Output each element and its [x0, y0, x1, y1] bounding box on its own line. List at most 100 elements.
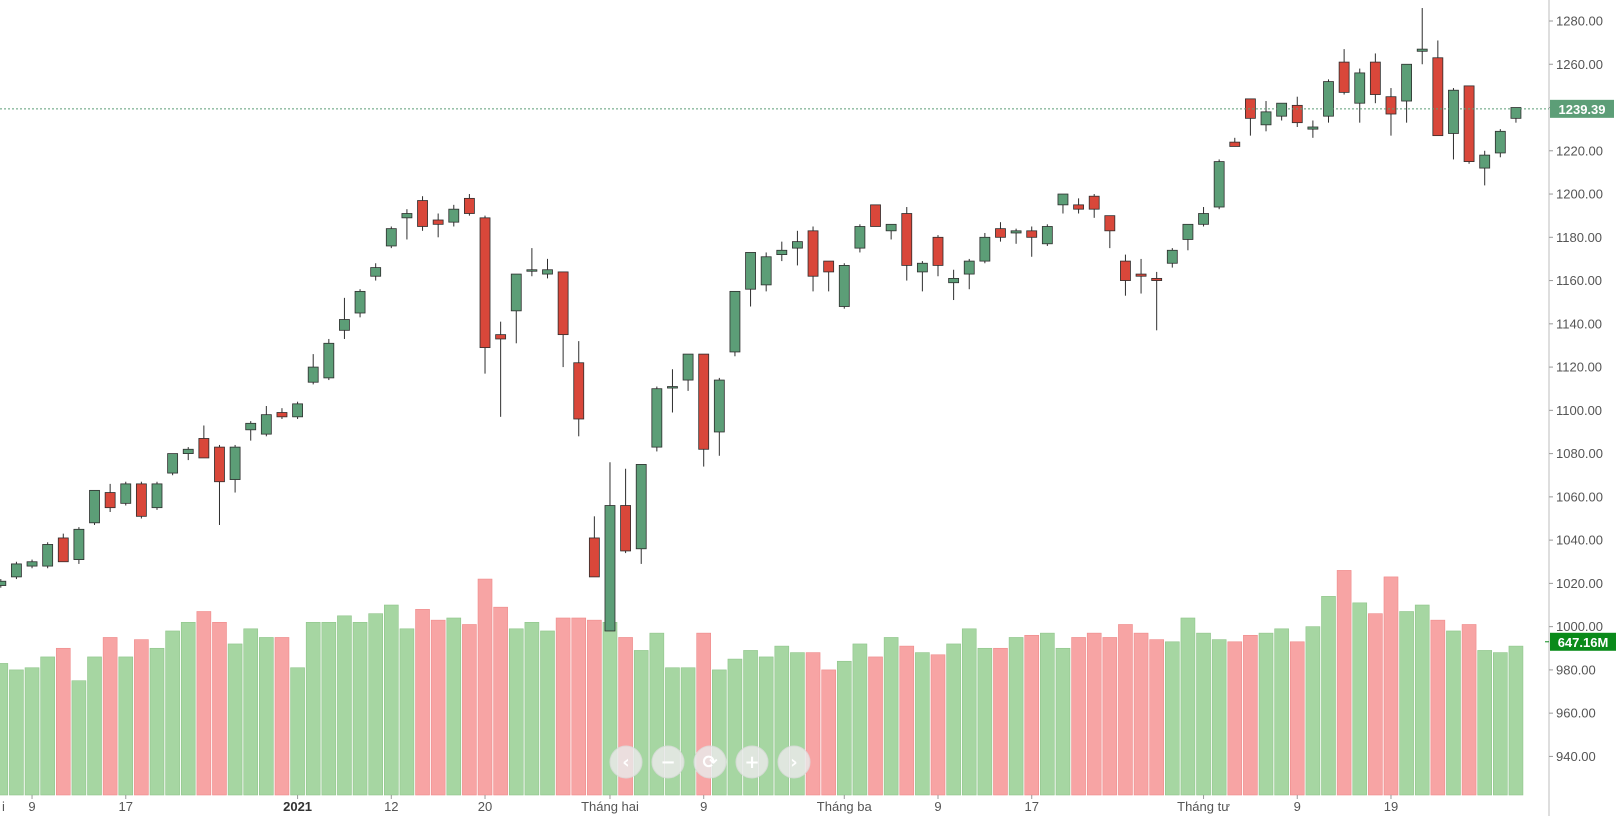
candle[interactable] [1088, 194, 1100, 218]
candle[interactable] [417, 196, 428, 231]
candle[interactable] [1323, 79, 1334, 123]
candle[interactable] [1120, 254, 1131, 296]
candle[interactable] [323, 338, 335, 381]
candle[interactable] [307, 354, 319, 385]
candle[interactable] [1291, 96, 1303, 127]
candle[interactable] [635, 464, 647, 564]
candle[interactable] [135, 481, 147, 519]
candle[interactable] [245, 421, 257, 441]
candle[interactable] [1073, 198, 1084, 214]
candle[interactable] [354, 289, 366, 318]
candle[interactable] [963, 258, 975, 290]
candle[interactable] [1135, 258, 1147, 294]
candle[interactable] [682, 353, 694, 391]
candle[interactable] [42, 542, 54, 569]
candle[interactable] [588, 516, 600, 578]
candle[interactable] [948, 269, 960, 301]
candle[interactable] [854, 224, 866, 253]
candle[interactable] [1182, 223, 1194, 251]
candle[interactable] [1479, 150, 1491, 186]
time-axis[interactable]: i 9 17 2021 12 20 Tháng hai 9 Tháng ba 9 17 Tháng t… [0, 795, 1398, 814]
candle[interactable] [979, 232, 991, 264]
candle[interactable] [1057, 193, 1069, 214]
candle[interactable] [1166, 248, 1178, 268]
candle[interactable] [73, 527, 85, 564]
candle[interactable] [1198, 207, 1209, 227]
candle[interactable] [1151, 271, 1163, 331]
candle[interactable] [479, 215, 491, 374]
zoom-out-button[interactable]: − [651, 745, 685, 779]
candle[interactable] [823, 260, 835, 292]
candle[interactable] [463, 194, 475, 216]
candle[interactable] [542, 258, 553, 279]
candle[interactable] [182, 447, 194, 461]
candle[interactable] [89, 489, 100, 525]
candle[interactable] [495, 321, 507, 417]
candle[interactable] [11, 561, 22, 580]
candle[interactable] [448, 204, 460, 227]
candle[interactable] [292, 401, 303, 419]
candle[interactable] [870, 204, 881, 227]
candle[interactable] [57, 533, 69, 563]
candle[interactable] [1307, 120, 1319, 138]
candle[interactable] [557, 271, 569, 368]
candle[interactable] [667, 369, 678, 413]
scroll-right-button[interactable]: › [777, 745, 811, 779]
candle[interactable] [260, 406, 272, 437]
candle[interactable] [104, 483, 116, 513]
candle[interactable] [1510, 107, 1522, 123]
candle[interactable] [792, 230, 803, 266]
candle[interactable] [198, 425, 210, 459]
candle[interactable] [432, 213, 444, 238]
candle[interactable] [807, 226, 819, 292]
candle[interactable] [995, 222, 1006, 242]
scroll-left-button[interactable]: ‹ [609, 745, 643, 779]
candle[interactable] [760, 252, 772, 292]
candle[interactable] [120, 481, 132, 506]
candle[interactable] [1213, 159, 1225, 210]
candle[interactable] [776, 241, 788, 262]
candle[interactable] [1463, 85, 1475, 164]
candle[interactable] [1041, 224, 1053, 246]
candle[interactable] [1229, 137, 1241, 147]
candle[interactable] [0, 579, 7, 588]
candle[interactable] [901, 207, 913, 281]
candle[interactable] [276, 408, 288, 419]
candle[interactable] [745, 252, 756, 307]
candle[interactable] [885, 223, 897, 240]
candle[interactable] [573, 341, 585, 437]
candle[interactable] [1354, 68, 1366, 123]
candle[interactable] [1416, 8, 1428, 65]
navigation-controls[interactable]: ‹ − ⟳ + › [609, 745, 811, 779]
candle[interactable] [651, 386, 663, 452]
candle[interactable] [1104, 215, 1116, 249]
candle[interactable] [838, 263, 850, 309]
candle[interactable] [339, 297, 350, 339]
candle[interactable] [229, 444, 241, 493]
candle[interactable] [1432, 40, 1444, 137]
candle[interactable] [932, 235, 944, 277]
candle[interactable] [1026, 226, 1038, 257]
candle[interactable] [1494, 129, 1506, 158]
candle[interactable] [1245, 98, 1256, 136]
candle[interactable] [510, 273, 522, 344]
candle[interactable] [1385, 88, 1397, 136]
candle[interactable] [1369, 53, 1381, 104]
candle[interactable] [526, 248, 538, 277]
candle[interactable] [713, 377, 725, 456]
reset-button[interactable]: ⟳ [693, 745, 727, 779]
candle[interactable] [1010, 228, 1022, 244]
candle[interactable] [916, 261, 928, 292]
candle[interactable] [370, 263, 382, 281]
candle[interactable] [1260, 101, 1272, 132]
candle[interactable] [401, 209, 413, 240]
candle[interactable] [698, 353, 710, 467]
candle[interactable] [214, 444, 225, 525]
candle[interactable] [620, 468, 631, 554]
candle[interactable] [26, 559, 38, 569]
candle[interactable] [604, 462, 616, 632]
candle[interactable] [1338, 49, 1350, 95]
candle[interactable] [167, 453, 179, 476]
